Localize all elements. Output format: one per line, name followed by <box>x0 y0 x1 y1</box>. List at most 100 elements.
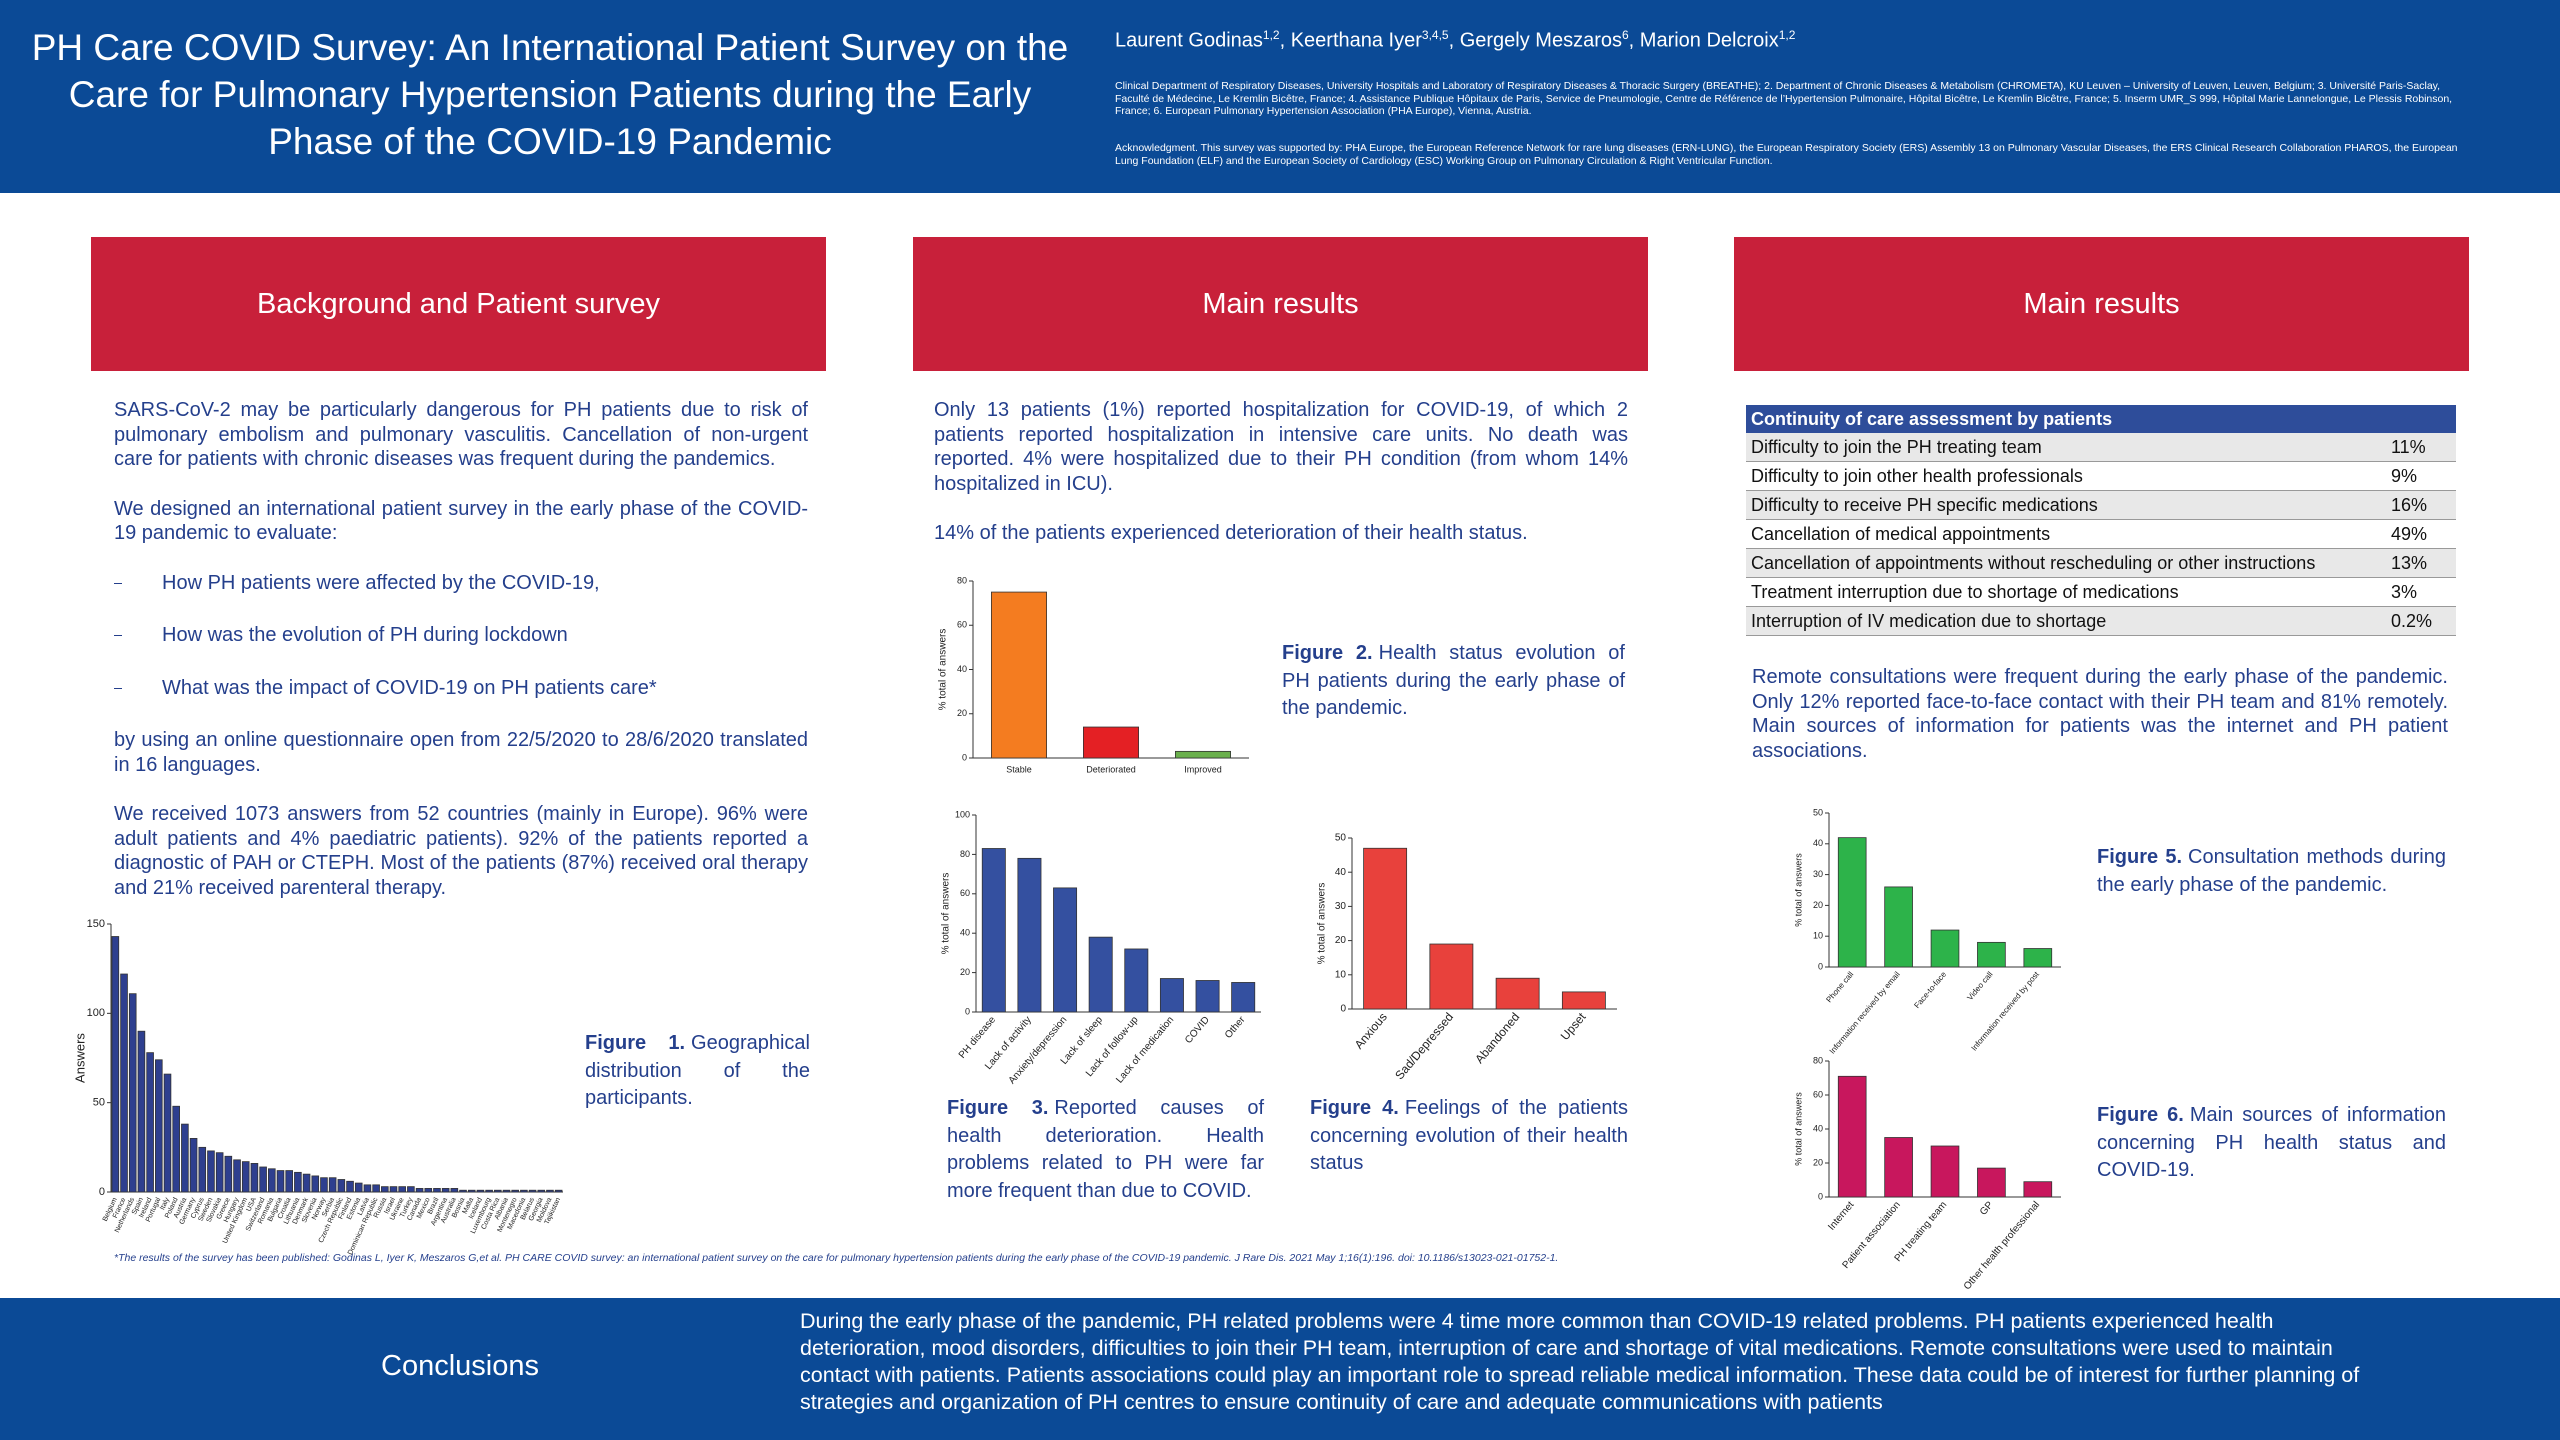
bar <box>189 1138 198 1193</box>
bar <box>363 1184 372 1193</box>
bar <box>111 936 120 1193</box>
y-tick-label: 50 <box>93 1097 105 1109</box>
bar <box>502 1189 511 1193</box>
y-tick-label: 60 <box>957 620 967 630</box>
x-tick-label: COVID <box>1183 1015 1212 1046</box>
y-tick-label: 20 <box>960 967 970 977</box>
table-value: 3% <box>2386 577 2456 607</box>
y-tick-label: 50 <box>1813 807 1823 817</box>
bar <box>546 1189 554 1193</box>
chart: 0 20 40 60 80 % total of answers Stable Deterio… <box>938 575 1249 774</box>
caption-text: Feelings of the patients concerning evol… <box>1310 1097 1628 1174</box>
conclusions-title: Conclusions <box>381 1350 539 1382</box>
y-tick-label: 20 <box>1813 1157 1823 1167</box>
figure-label: Figure 2. <box>1282 642 1373 664</box>
bar <box>250 1163 259 1193</box>
bar <box>328 1177 337 1193</box>
conclusions-text: During the early phase of the pandemic, … <box>800 1309 2360 1414</box>
author-affiliation: 1,2 <box>1262 28 1280 42</box>
footnote: *The results of the survey has been publ… <box>114 1252 1559 1264</box>
bar <box>207 1150 215 1193</box>
bar <box>1363 847 1408 1010</box>
y-tick-label: 80 <box>960 849 970 859</box>
bar <box>1088 936 1113 1013</box>
y-axis-label: Answers <box>72 1033 87 1083</box>
x-tick-label: Abandoned <box>1472 1010 1522 1066</box>
table-row: Difficulty to join the PH treating team 1… <box>1746 433 2456 462</box>
table-label: Difficulty to join other health professi… <box>1746 461 2386 491</box>
column-text: Remote consultations were frequent durin… <box>1752 665 2448 788</box>
bar <box>1884 886 1913 968</box>
affiliations: Clinical Department of Respiratory Disea… <box>1115 80 2453 117</box>
author: Laurent Godinas <box>1115 29 1263 52</box>
table-label: Treatment interruption due to shortage o… <box>1746 577 2386 607</box>
paragraph: Remote consultations were frequent durin… <box>1752 666 2448 762</box>
bar <box>120 973 128 1193</box>
bar <box>1561 991 1606 1010</box>
bar <box>1175 750 1232 759</box>
x-tick-label: PH treating team <box>1893 1200 1950 1265</box>
bullet-text: How was the evolution of PH during lockd… <box>162 624 568 646</box>
x-tick-label: Internet <box>1826 1199 1856 1232</box>
caption-text: Reported causes of health deterioration.… <box>947 1097 1264 1202</box>
table-label: Difficulty to receive PH specific medica… <box>1746 490 2386 520</box>
bar <box>1977 1167 2006 1198</box>
bar <box>407 1186 415 1193</box>
x-tick-label: Other <box>1223 1014 1248 1041</box>
y-tick-label: 0 <box>965 1006 970 1016</box>
table-wrap: Continuity of care assessment by patient… <box>1746 405 2456 636</box>
column-text: Only 13 patients (1%) reported hospitali… <box>934 398 1628 571</box>
bar <box>181 1123 189 1193</box>
bar <box>1930 929 1960 968</box>
y-axis-label: % total of answers <box>1317 883 1328 965</box>
table-row: Cancellation of appointments without res… <box>1746 548 2456 578</box>
bar <box>415 1188 424 1193</box>
bar <box>511 1189 519 1193</box>
bar <box>476 1189 485 1193</box>
bar <box>224 1155 233 1193</box>
bar <box>372 1184 380 1193</box>
figure-caption: Figure 2. Health status evolution of PH p… <box>1282 640 1625 723</box>
table-value: 0.2% <box>2386 606 2456 636</box>
bar <box>520 1189 528 1193</box>
y-tick-label: 60 <box>960 888 970 898</box>
table-value: 9% <box>2386 461 2456 491</box>
bar <box>1837 1075 1867 1198</box>
header-band <box>0 0 2560 193</box>
bar <box>128 993 137 1193</box>
y-tick-label: 30 <box>1335 901 1347 912</box>
bullet-text: How PH patients were affected by the COV… <box>162 571 600 594</box>
figure-label: Figure 1. <box>585 1032 686 1054</box>
table-row: Treatment interruption due to shortage o… <box>1746 577 2456 607</box>
y-axis-label: % total of answers <box>1793 853 1803 927</box>
caption-text: Consultation methods during the early ph… <box>2097 846 2446 896</box>
bar <box>354 1182 363 1193</box>
y-tick-label: 40 <box>1335 867 1347 878</box>
table-row: Difficulty to join other health professi… <box>1746 461 2456 491</box>
table-value: 13% <box>2386 548 2456 578</box>
x-tick-label: GP <box>1978 1199 1996 1217</box>
section-title: Main results <box>2023 287 2180 320</box>
bar <box>554 1189 563 1193</box>
y-tick-label: 0 <box>99 1186 105 1198</box>
figure-caption: Figure 5. Consultation methods during the… <box>2097 844 2446 899</box>
bullet: How was the evolution of PH during lockd… <box>114 623 808 648</box>
figure-label: Figure 3. <box>947 1097 1049 1119</box>
bar <box>294 1171 302 1193</box>
bullet-dash <box>114 687 122 689</box>
bar <box>1231 982 1256 1013</box>
bar <box>450 1188 459 1193</box>
section-title: Background and Patient survey <box>256 287 661 320</box>
x-tick-label: Anxious <box>1352 1010 1390 1052</box>
bar <box>320 1177 328 1193</box>
x-tick-label: Video call <box>1965 970 1994 1002</box>
bar <box>381 1186 389 1193</box>
y-tick-label: 60 <box>1813 1089 1823 1099</box>
figure-label: Figure 4. <box>1310 1097 1399 1119</box>
y-tick-label: 0 <box>1340 1004 1346 1015</box>
bar <box>494 1189 502 1193</box>
bar <box>155 1059 163 1193</box>
bar <box>1124 948 1149 1013</box>
paragraph: by using an online questionnaire open fr… <box>114 729 808 776</box>
